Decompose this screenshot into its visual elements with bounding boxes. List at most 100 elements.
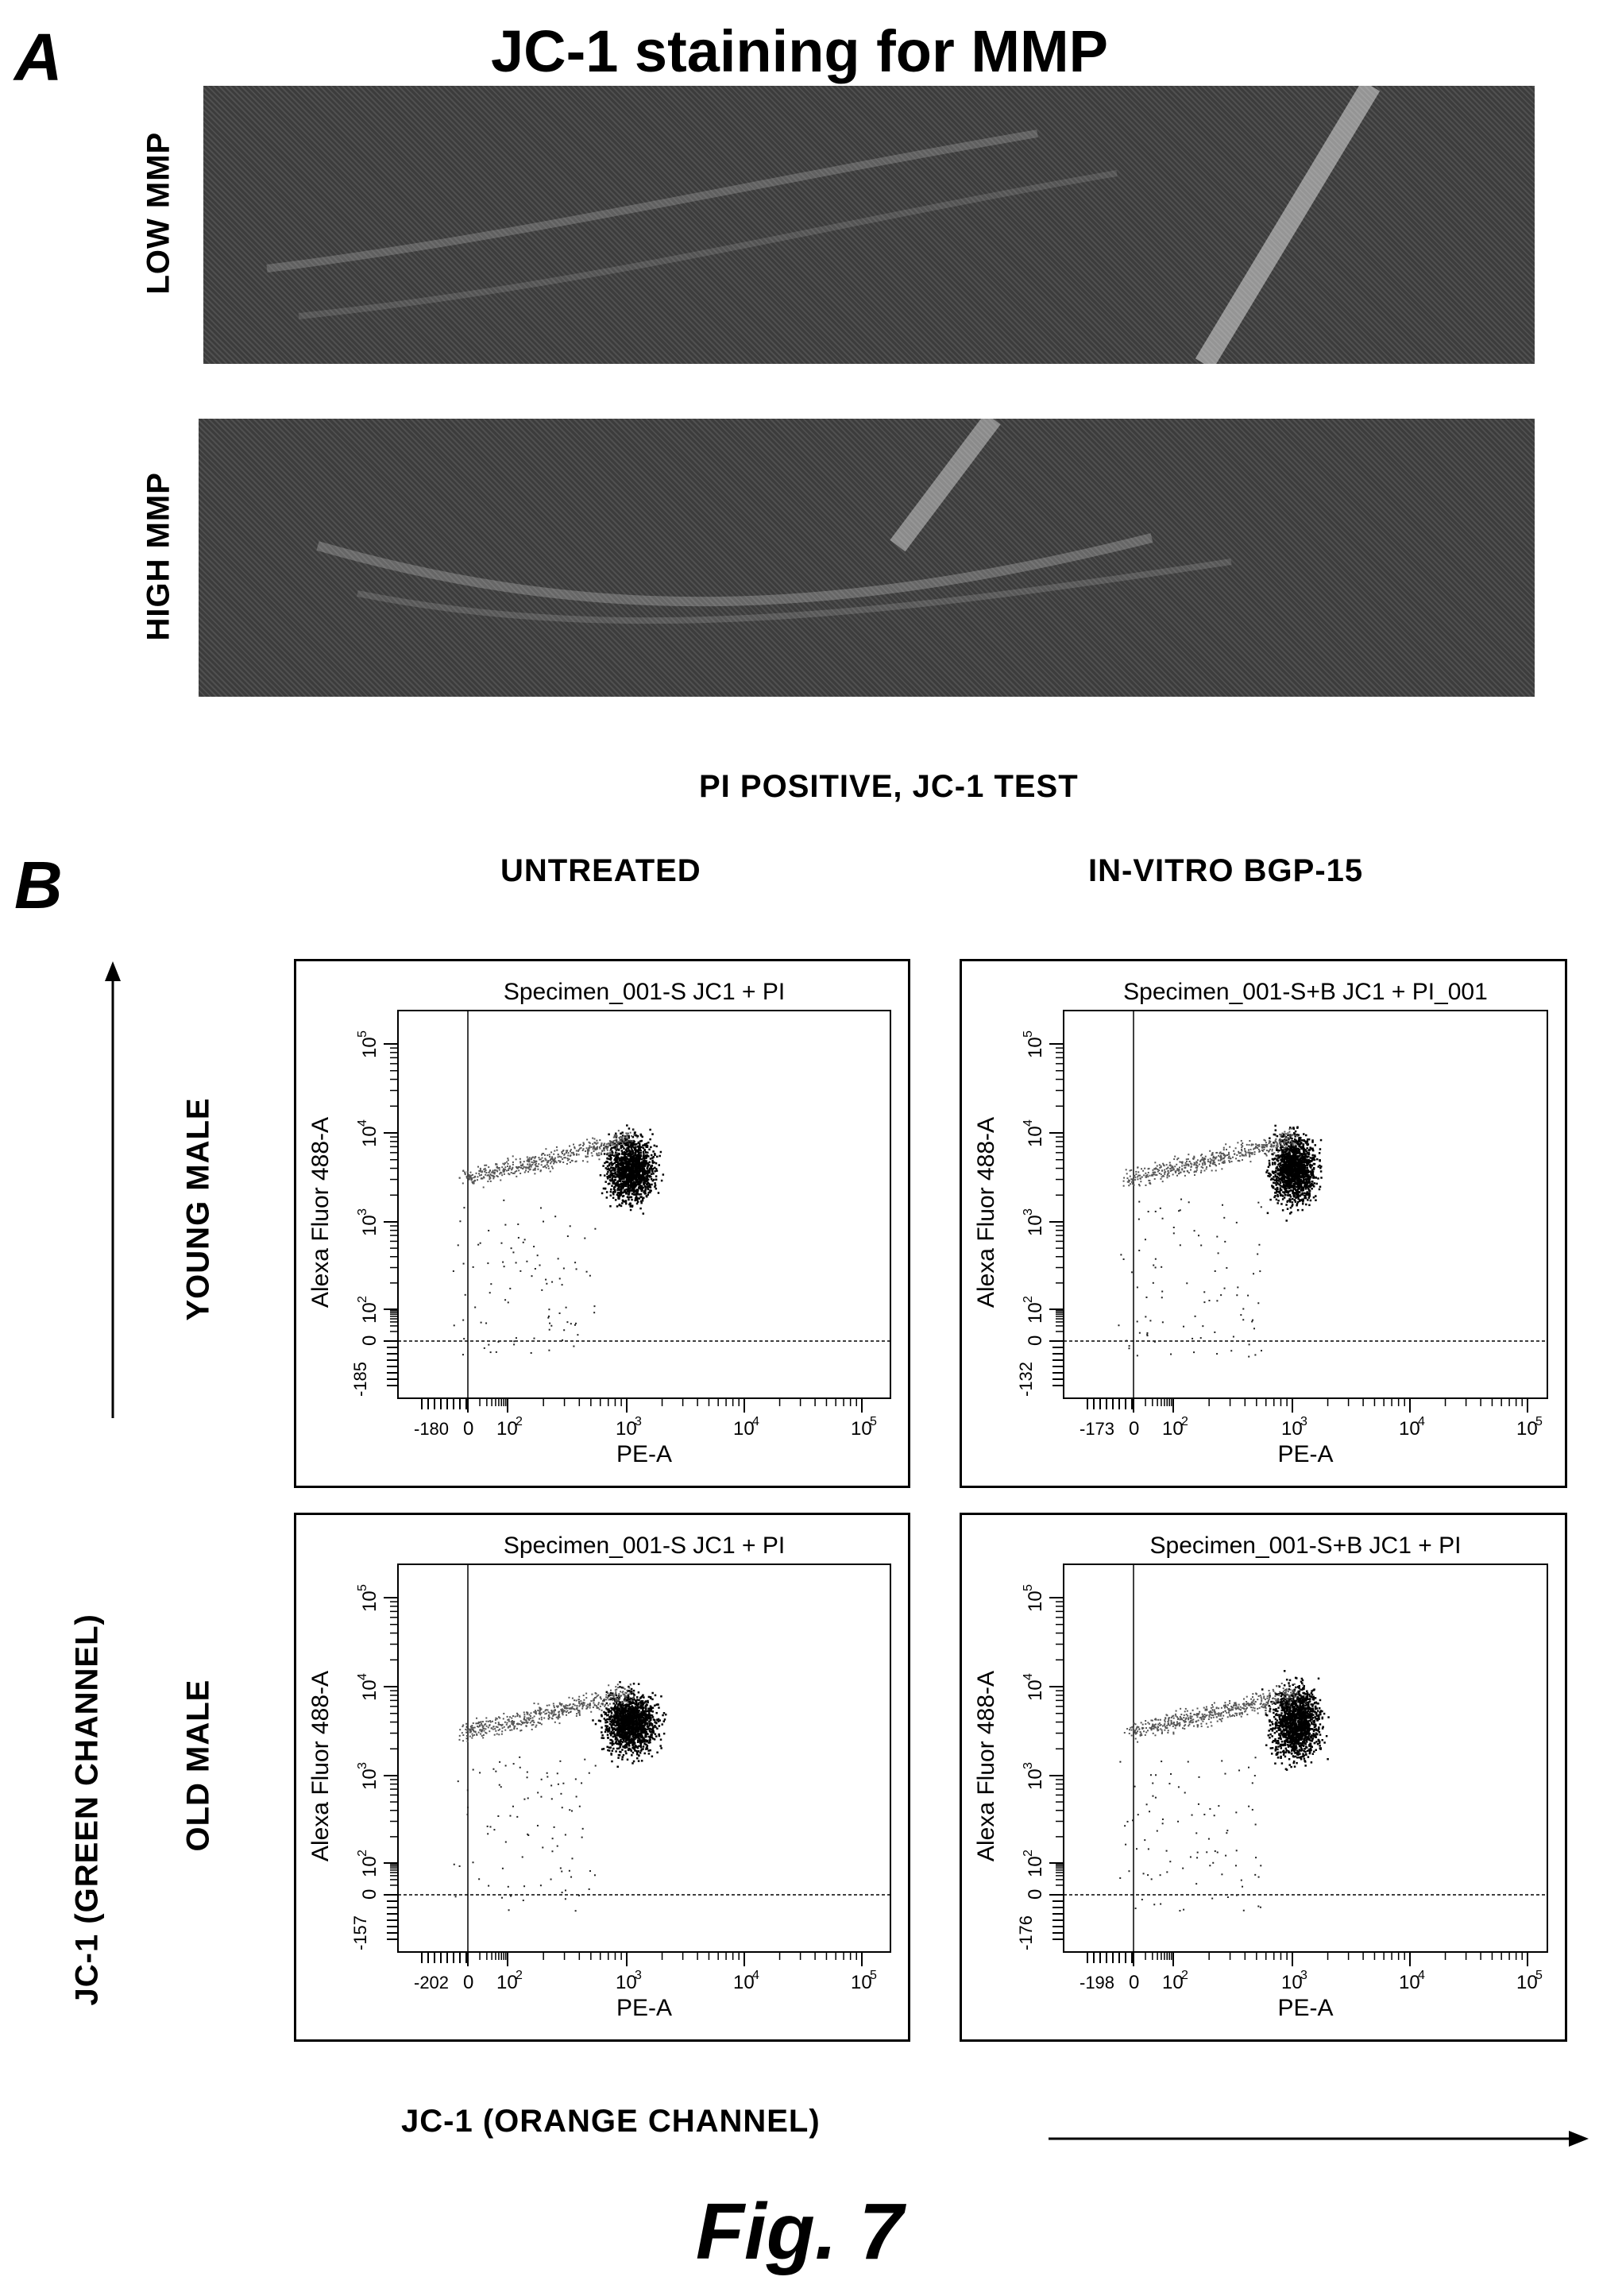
x-tick-label: 10 (1399, 1418, 1420, 1440)
x-axis-min: -198 (1080, 1973, 1114, 1993)
row-label-low-mmp: LOW MMP (141, 131, 176, 295)
x-tick-label: 10 (616, 1418, 637, 1440)
row-label-young-male: YOUNG MALE (180, 1097, 216, 1321)
plot-title: Specimen_001-S+B JC1 + PI (1150, 1533, 1462, 1559)
x-tick-label: 10 (1516, 1418, 1538, 1440)
plot-title: Specimen_001-S JC1 + PI (504, 979, 785, 1005)
x-axis-min: -173 (1080, 1419, 1114, 1439)
x-tick-label: 10 (733, 1418, 755, 1440)
y-tick-label: 10 (359, 1037, 380, 1058)
y-tick-exponent: 5 (356, 1030, 369, 1038)
x-axis-min: -202 (414, 1973, 449, 1993)
x-axis-title: PE-A (616, 1995, 672, 2021)
x-tick-exponent: 4 (752, 1969, 759, 1982)
y-tick-label: 10 (1025, 1856, 1046, 1877)
x-tick-label: 10 (1281, 1418, 1303, 1440)
y-tick-exponent: 4 (1022, 1673, 1035, 1680)
x-tick-label: 10 (851, 1972, 872, 1993)
plot-old-bgp15: Specimen_001-S+B JC1 + PI 0 10 2 10 3 10 4 10 5 -1… (960, 1513, 1567, 2042)
x-tick-exponent: 5 (1535, 1969, 1543, 1982)
figure-label: Fig. 7 (695, 2187, 904, 2276)
y-axis-title: Alexa Fluor 488-A (973, 1117, 999, 1308)
plot-frame (1063, 1564, 1548, 1953)
x-tick-exponent: 2 (516, 1415, 523, 1428)
x-tick-label: 10 (1516, 1972, 1538, 1993)
y-tick-label: 0 (359, 1889, 380, 1900)
y-tick-label: 10 (1025, 1302, 1046, 1324)
x-tick-label: 0 (1129, 1418, 1139, 1440)
x-tick-label: 10 (496, 1972, 518, 1993)
x-tick-exponent: 2 (1181, 1969, 1188, 1982)
y-tick-exponent: 2 (356, 1296, 369, 1303)
plot-young-bgp15: Specimen_001-S+B JC1 + PI_001 0 10 2 10 3 10 4 1… (960, 959, 1567, 1488)
micrograph-high-mmp (199, 419, 1535, 697)
plot-title: Specimen_001-S JC1 + PI (504, 1533, 785, 1559)
y-direction-arrow (105, 961, 121, 1418)
x-tick-label: 10 (1162, 1418, 1184, 1440)
x-tick-label: 0 (1129, 1972, 1139, 1993)
y-tick-label: 0 (1025, 1889, 1046, 1900)
y-tick-label: 10 (1025, 1037, 1046, 1058)
x-tick-label: 10 (1162, 1972, 1184, 1993)
y-tick-label: 10 (1025, 1679, 1046, 1701)
x-tick-exponent: 3 (635, 1415, 642, 1428)
x-tick-label: 10 (496, 1418, 518, 1440)
x-axis-title: PE-A (1277, 1441, 1333, 1467)
y-tick-label: 10 (359, 1126, 380, 1147)
plot-frame (397, 1010, 891, 1399)
y-tick-label: 10 (359, 1856, 380, 1877)
y-tick-exponent: 2 (1022, 1850, 1035, 1857)
panel-a-title: JC-1 staining for MMP (490, 18, 1109, 84)
x-tick-label: 10 (1399, 1972, 1420, 1993)
x-tick-exponent: 3 (1300, 1415, 1307, 1428)
x-tick-exponent: 4 (1418, 1415, 1425, 1428)
scatter-points (1119, 1670, 1330, 1912)
panel-a-letter: A (14, 20, 63, 95)
y-axis-label-green: JC-1 (GREEN CHANNEL) (69, 1614, 105, 2006)
y-tick-label: 10 (1025, 1215, 1046, 1236)
y-tick-label: 0 (1025, 1335, 1046, 1346)
y-tick-exponent: 4 (356, 1119, 369, 1127)
y-axis-title: Alexa Fluor 488-A (307, 1671, 334, 1861)
x-tick-label: 10 (1281, 1972, 1303, 1993)
plot-frame (397, 1564, 891, 1953)
x-axis-title: PE-A (1277, 1995, 1333, 2021)
plot-title: Specimen_001-S+B JC1 + PI_001 (1123, 979, 1488, 1005)
y-axis-title: Alexa Fluor 488-A (973, 1671, 999, 1861)
y-tick-label: 10 (359, 1679, 380, 1701)
x-tick-exponent: 5 (870, 1415, 877, 1428)
x-axis-min: -180 (414, 1419, 449, 1439)
y-axis-min: -176 (1016, 1915, 1036, 1950)
y-tick-label: 10 (1025, 1126, 1046, 1147)
y-tick-exponent: 5 (356, 1584, 369, 1591)
x-axis-title: PE-A (616, 1441, 672, 1467)
plot-old-untreated: Specimen_001-S JC1 + PI 0 10 2 10 3 10 4 10 5 -202… (294, 1513, 910, 2042)
x-tick-label: 10 (733, 1972, 755, 1993)
panel-b-header: PI POSITIVE, JC-1 TEST (699, 769, 1079, 804)
x-tick-label: 0 (463, 1418, 473, 1440)
x-tick-exponent: 3 (635, 1969, 642, 1982)
y-tick-exponent: 3 (356, 1208, 369, 1216)
row-label-high-mmp: HIGH MMP (141, 472, 176, 641)
x-direction-arrow (1049, 2131, 1589, 2147)
x-tick-label: 10 (851, 1418, 872, 1440)
y-tick-label: 10 (1025, 1768, 1046, 1790)
y-tick-exponent: 3 (1022, 1762, 1035, 1769)
y-axis-min: -157 (350, 1915, 370, 1950)
y-tick-exponent: 5 (1022, 1030, 1035, 1038)
scatter-points (452, 1124, 665, 1356)
y-tick-label: 10 (1025, 1591, 1046, 1612)
y-tick-exponent: 3 (356, 1762, 369, 1769)
x-tick-exponent: 2 (516, 1969, 523, 1982)
column-label-untreated: UNTREATED (500, 853, 701, 888)
y-axis-min: -132 (1016, 1362, 1036, 1397)
y-axis-title: Alexa Fluor 488-A (307, 1117, 334, 1308)
x-tick-label: 10 (616, 1972, 637, 1993)
row-label-old-male: OLD MALE (180, 1679, 216, 1852)
y-axis-min: -185 (350, 1362, 370, 1397)
y-tick-label: 10 (359, 1591, 380, 1612)
y-tick-exponent: 3 (1022, 1208, 1035, 1216)
plot-frame (1063, 1010, 1548, 1399)
y-tick-label: 10 (359, 1215, 380, 1236)
x-axis-label-orange: JC-1 (ORANGE CHANNEL) (401, 2104, 821, 2139)
